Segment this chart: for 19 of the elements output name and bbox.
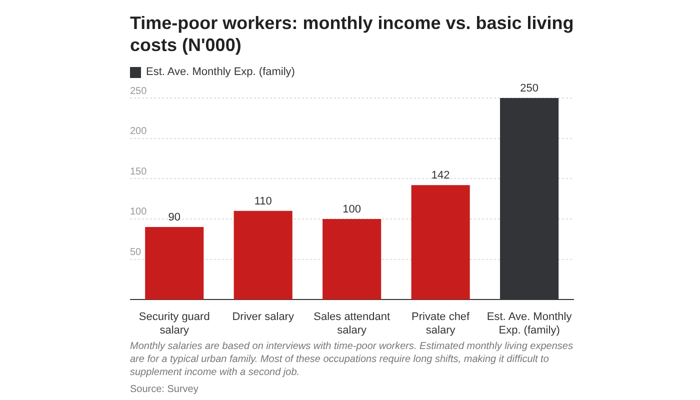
chart-title: Time-poor workers: monthly income vs. basic living costs (N'000) — [130, 12, 575, 56]
x-tick-label: Sales attendant salary — [314, 311, 390, 336]
x-tick-label: Driver salary — [232, 311, 294, 324]
source-note: Source: Survey — [130, 383, 200, 396]
x-tick-label: Security guard salary — [138, 311, 210, 336]
y-tick-label: 100 — [130, 206, 148, 218]
data-label: 250 — [520, 82, 538, 95]
y-tick-label: 150 — [130, 166, 148, 178]
y-tick-label: 200 — [130, 126, 148, 138]
legend-label: Est. Ave. Monthly Exp. (family) — [145, 66, 295, 78]
data-label: 110 — [254, 195, 272, 208]
data-label: 142 — [431, 170, 450, 182]
y-tick-label: 250 — [130, 86, 148, 97]
data-label: 90 — [168, 212, 180, 224]
x-tick-label: Est. Ave. Monthly Exp. (family) — [486, 311, 572, 336]
text: Monthly salaries are based on interviews with time-poor workers. Estimated monthly living expenses are for a typical urban family. Most of these occupations require long shifts, making it difficult to supplement income with a second job. — [130, 340, 574, 379]
data-label: 100 — [342, 203, 362, 216]
x-tick-label: Private chef salary — [412, 311, 471, 336]
y-tick-label: 50 — [130, 247, 142, 258]
